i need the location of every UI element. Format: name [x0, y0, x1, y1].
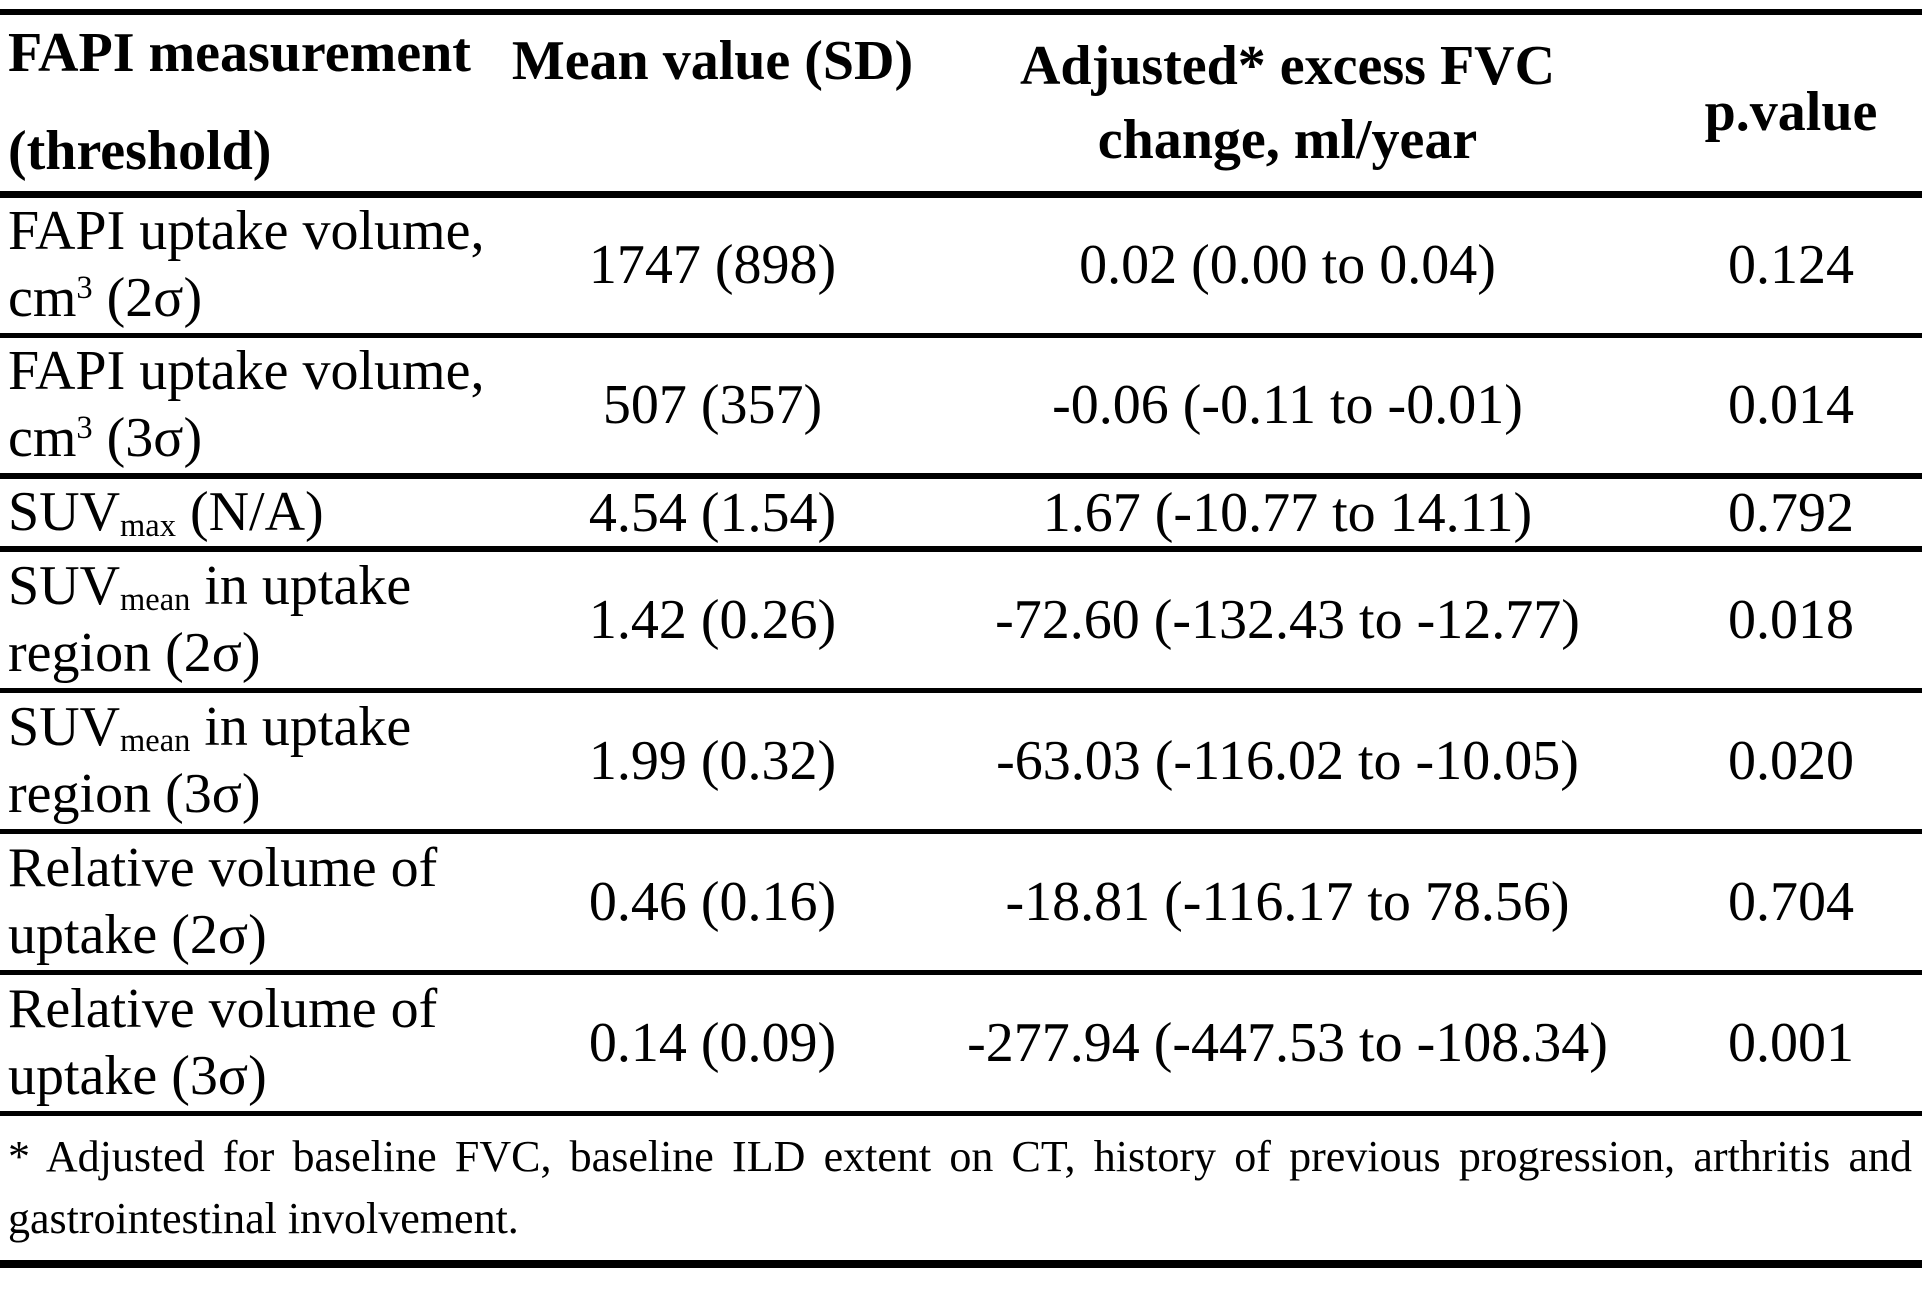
fvc-change-cell: -72.60 (-132.43 to -12.77) [995, 588, 1580, 651]
header-threshold-line2: (threshold) [8, 120, 272, 182]
mean-value-cell: 4.54 (1.54) [588, 481, 837, 544]
p-value-cell: 0.704 [1728, 870, 1854, 933]
table-row: SUVmax (N/A) 4.54 (1.54) 1.67 (-10.77 to… [0, 476, 1922, 549]
mean-value-cell: 0.46 (0.16) [588, 870, 837, 933]
mean-value-cell: 0.14 (0.09) [588, 1011, 837, 1074]
fvc-change-cell: 1.67 (-10.77 to 14.11) [1042, 481, 1533, 544]
footnote-cell: * Adjusted for baseline FVC, baseline IL… [0, 1113, 1922, 1264]
header-adjusted-excess-fvc: Adjusted* excess FVC change, ml/year [915, 12, 1660, 194]
mean-value-cell: 1.42 (0.26) [588, 588, 837, 651]
fvc-change-cell: -277.94 (-447.53 to -108.34) [967, 1011, 1608, 1074]
table-row: SUVmean in uptake region (3σ) 1.99 (0.32)… [0, 690, 1922, 831]
table-row: Relative volume of uptake (3σ) 0.14 (0.09… [0, 972, 1922, 1113]
measurement-label-cell: SUVmax (N/A) [8, 481, 324, 544]
measurement-label-cell: FAPI uptake volume, cm3 (2σ) [8, 200, 485, 329]
table-footer: * Adjusted for baseline FVC, baseline IL… [0, 1113, 1922, 1264]
measurement-label-cell: Relative volume of uptake (2σ) [8, 836, 438, 966]
mean-value-cell: 1747 (898) [588, 234, 837, 296]
p-value-cell: 0.020 [1728, 729, 1854, 792]
table-row: FAPI uptake volume, cm3 (3σ) 507 (357) -0… [0, 335, 1922, 476]
header-fapi-measurement-line1: FAPI measurement [8, 22, 471, 84]
fvc-change-cell: -18.81 (-116.17 to 78.56) [1005, 870, 1570, 933]
header-mean-value: Mean value (SD) [511, 30, 914, 92]
asterisk-marker: * [8, 1131, 30, 1181]
header-fvc-line1: Adjusted* excess FVC [1019, 34, 1556, 97]
fvc-change-cell: 0.02 (0.00 to 0.04) [1079, 234, 1496, 296]
table-row: SUVmean in uptake region (2σ) 1.42 (0.26)… [0, 549, 1922, 690]
p-value-cell: 0.124 [1728, 234, 1854, 296]
measurement-label-cell: SUVmean in uptake region (3σ) [8, 695, 412, 825]
measurement-label-cell: Relative volume of uptake (3σ) [8, 977, 438, 1107]
measurement-label-cell: SUVmean in uptake region (2σ) [8, 554, 412, 684]
fapi-results-table: FAPI measurement (threshold) Mean value … [0, 9, 1922, 1268]
fvc-change-cell: -0.06 (-0.11 to -0.01) [1052, 374, 1523, 437]
p-value-cell: 0.018 [1728, 588, 1854, 651]
header-fapi-measurement: FAPI measurement (threshold) [0, 12, 510, 194]
header-fvc-line2: change, ml/year [1097, 108, 1478, 171]
p-value-cell: 0.792 [1728, 481, 1854, 544]
p-value-cell: 0.014 [1728, 374, 1854, 437]
mean-value-cell: 1.99 (0.32) [588, 729, 837, 792]
footnote-line-1: * Adjusted for baseline FVC, baseline IL… [8, 1128, 1912, 1186]
mean-value-cell: 507 (357) [602, 374, 823, 437]
p-value-cell: 0.001 [1728, 1011, 1854, 1074]
fvc-change-cell: -63.03 (-116.02 to -10.05) [996, 729, 1579, 792]
measurement-label-cell: FAPI uptake volume, cm3 (3σ) [8, 340, 485, 470]
header-p-value: p.value [1704, 80, 1878, 143]
footnote-text-line1: Adjusted for baseline FVC, baseline ILD … [45, 1131, 1912, 1181]
table-body: FAPI uptake volume, cm3 (2σ) 1747 (898) 0… [0, 194, 1922, 1113]
table-row: FAPI uptake volume, cm3 (2σ) 1747 (898) 0… [0, 194, 1922, 335]
footnote-row: * Adjusted for baseline FVC, baseline IL… [0, 1113, 1922, 1264]
table-row: Relative volume of uptake (2σ) 0.46 (0.16… [0, 831, 1922, 972]
header-row: FAPI measurement (threshold) Mean value … [0, 12, 1922, 194]
table-header: FAPI measurement (threshold) Mean value … [0, 12, 1922, 194]
footnote-line-2: gastrointestinal involvement. [8, 1193, 519, 1243]
